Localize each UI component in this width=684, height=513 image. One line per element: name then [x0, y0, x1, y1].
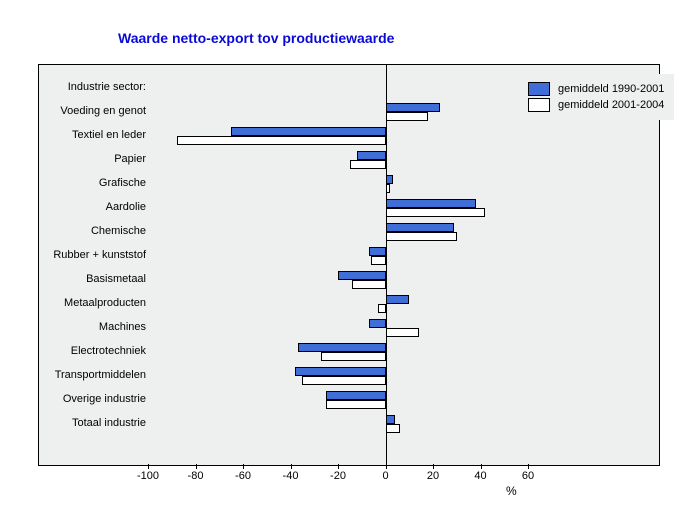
category-label: Overige industrie [38, 393, 146, 405]
bar [386, 112, 429, 121]
bar [386, 232, 457, 241]
legend-label: gemiddeld 1990-2001 [558, 83, 664, 95]
bar [321, 352, 385, 361]
x-tick-label: -80 [188, 470, 204, 482]
bar [231, 127, 385, 136]
x-tick-label: 40 [474, 470, 486, 482]
bar [302, 376, 385, 385]
chart-container: Waarde netto-export tov productiewaarde … [0, 0, 684, 513]
bar [386, 208, 486, 217]
category-label: Textiel en leder [38, 129, 146, 141]
category-label: Transportmiddelen [38, 369, 146, 381]
category-label: Industrie sector: [38, 81, 146, 93]
x-tick [196, 464, 197, 469]
category-label: Voeding en genot [38, 105, 146, 117]
x-tick [338, 464, 339, 469]
bar [386, 184, 391, 193]
x-tick [528, 464, 529, 469]
bar [369, 319, 386, 328]
bar [298, 343, 386, 352]
x-axis-label: % [506, 484, 517, 498]
category-label: Totaal industrie [38, 417, 146, 429]
category-label: Basismetaal [38, 273, 146, 285]
category-label: Machines [38, 321, 146, 333]
bar [295, 367, 385, 376]
bar [371, 256, 385, 265]
bar [352, 280, 385, 289]
x-tick-label: -40 [283, 470, 299, 482]
x-tick [433, 464, 434, 469]
bar [386, 199, 476, 208]
bar [338, 271, 386, 280]
category-label: Electrotechniek [38, 345, 146, 357]
bar [350, 160, 386, 169]
category-label: Aardolie [38, 201, 146, 213]
bar [326, 391, 385, 400]
bar [386, 328, 419, 337]
x-tick [291, 464, 292, 469]
legend-item: gemiddeld 2001-2004 [528, 98, 664, 112]
x-tick-label: -100 [137, 470, 159, 482]
bar [378, 304, 385, 313]
x-tick-label: 20 [427, 470, 439, 482]
x-tick [243, 464, 244, 469]
bar [386, 415, 396, 424]
chart-title: Waarde netto-export tov productiewaarde [118, 30, 394, 46]
bar [386, 175, 393, 184]
legend-item: gemiddeld 1990-2001 [528, 82, 664, 96]
category-label: Papier [38, 153, 146, 165]
legend: gemiddeld 1990-2001 gemiddeld 2001-2004 [520, 74, 674, 120]
bar [386, 295, 410, 304]
category-label: Chemische [38, 225, 146, 237]
category-label: Grafische [38, 177, 146, 189]
x-tick [386, 464, 387, 469]
bar [326, 400, 385, 409]
bar [177, 136, 386, 145]
legend-swatch [528, 82, 550, 96]
zero-axis [386, 64, 387, 464]
x-tick-label: 0 [382, 470, 388, 482]
category-label: Rubber + kunststof [38, 249, 146, 261]
bar [386, 424, 400, 433]
bar [369, 247, 386, 256]
bar [386, 223, 455, 232]
category-label: Metaalproducten [38, 297, 146, 309]
x-tick-label: -60 [235, 470, 251, 482]
legend-label: gemiddeld 2001-2004 [558, 99, 664, 111]
x-tick-label: -20 [330, 470, 346, 482]
x-tick-label: 60 [522, 470, 534, 482]
legend-swatch [528, 98, 550, 112]
x-tick [148, 464, 149, 469]
bar [357, 151, 386, 160]
x-tick [481, 464, 482, 469]
bar [386, 103, 441, 112]
